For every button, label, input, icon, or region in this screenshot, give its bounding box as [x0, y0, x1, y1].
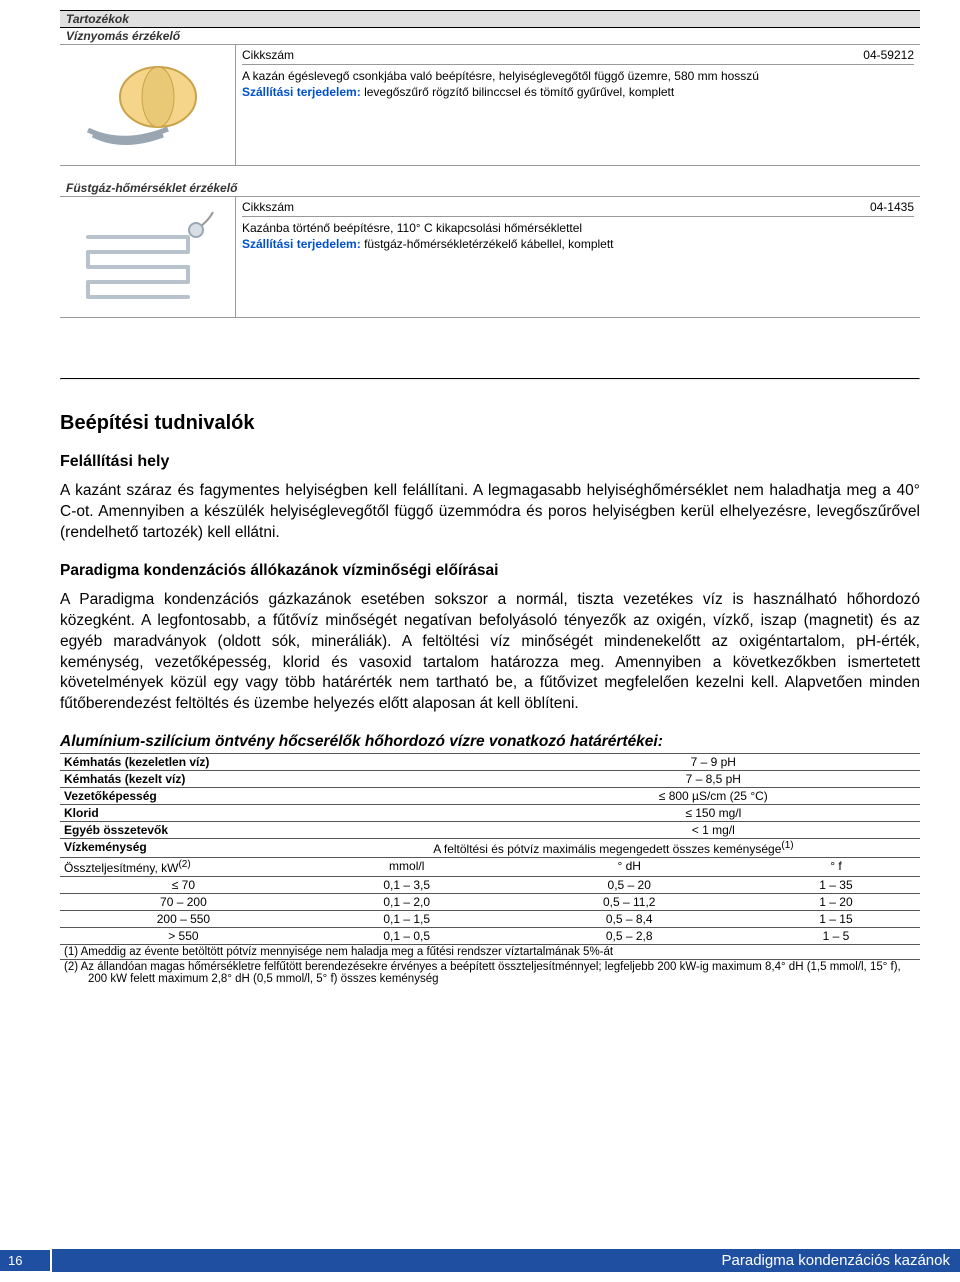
item2-image [60, 197, 236, 317]
water-text: A Paradigma kondenzációs gázkazánok eset… [60, 590, 920, 716]
table-note: (2) Az állandóan magas hőmérsékletre fel… [60, 960, 920, 987]
grid-row: 200 – 5500,1 – 1,50,5 – 8,41 – 15 [60, 911, 920, 928]
limits-row: Kémhatás (kezelt víz)7 – 8,5 pH [60, 771, 920, 788]
hardness-row: VízkeménységA feltöltési és pótvíz maxim… [60, 839, 920, 858]
install-title: Beépítési tudnivalók [60, 412, 920, 435]
item2-cikk-value: 04-1435 [870, 199, 914, 215]
table-note: (1) Ameddig az évente betöltött pótvíz m… [60, 945, 920, 960]
grid-row: 70 – 2000,1 – 2,00,5 – 11,21 – 20 [60, 894, 920, 911]
item1-image [60, 45, 236, 165]
item1-ship-label: Szállítási terjedelem: [242, 85, 364, 99]
location-heading: Felállítási hely [60, 453, 920, 471]
footer-title: Paradigma kondenzációs kazánok [52, 1249, 960, 1272]
alum-heading: Alumínium-szilícium öntvény hőcserélők h… [60, 733, 920, 751]
item2-block: Cikkszám 04-1435 Kazánba történő beépíté… [60, 197, 920, 318]
limits-row: Kémhatás (kezeletlen víz)7 – 9 pH [60, 754, 920, 771]
item1-block: Cikkszám 04-59212 A kazán égéslevegő cso… [60, 45, 920, 166]
page-footer: 16 Paradigma kondenzációs kazánok [0, 1249, 960, 1272]
limits-table: Kémhatás (kezeletlen víz)7 – 9 pHKémhatá… [60, 753, 920, 986]
item2-cikk-label: Cikkszám [242, 199, 870, 215]
item1-desc: A kazán égéslevegő csonkjába való beépít… [242, 68, 914, 84]
sensor1-header: Víznyomás érzékelő [60, 28, 920, 45]
water-heading: Paradigma kondenzációs állókazánok vízmi… [60, 562, 920, 580]
accessories-header: Tartozékok [60, 10, 920, 28]
limits-row: Klorid≤ 150 mg/l [60, 805, 920, 822]
limits-row: Egyéb összetevők< 1 mg/l [60, 822, 920, 839]
sensor2-header: Füstgáz-hőmérséklet érzékelő [60, 180, 920, 197]
location-text: A kazánt száraz és fagymentes helyiségbe… [60, 481, 920, 544]
item2-ship-label: Szállítási terjedelem: [242, 237, 364, 251]
page-number: 16 [0, 1250, 50, 1271]
item2-ship-value: füstgáz-hőmérsékletérzékelő kábellel, ko… [364, 237, 613, 251]
limits-row: Vezetőképesség≤ 800 µS/cm (25 °C) [60, 788, 920, 805]
grid-header: Összteljesítmény, kW(2)mmol/l° dH° f [60, 858, 920, 877]
grid-row: > 5500,1 – 0,50,5 – 2,81 – 5 [60, 928, 920, 945]
item2-desc: Kazánba történő beépítésre, 110° C kikap… [242, 220, 914, 236]
item1-cikk-value: 04-59212 [863, 47, 914, 63]
item1-ship-value: levegőszűrő rögzítő bilinccsel és tömítő… [364, 85, 674, 99]
grid-row: ≤ 700,1 – 3,50,5 – 201 – 35 [60, 877, 920, 894]
item1-cikk-label: Cikkszám [242, 47, 863, 63]
